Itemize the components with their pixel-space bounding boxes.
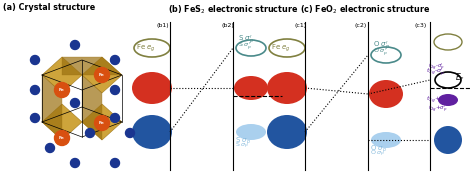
Circle shape — [46, 144, 55, 152]
Ellipse shape — [132, 72, 172, 104]
Text: Fe: Fe — [99, 121, 105, 125]
Polygon shape — [82, 104, 122, 140]
Circle shape — [110, 114, 119, 122]
Text: $t_{2g}$-$\sigma_p'$: $t_{2g}$-$\sigma_p'$ — [426, 66, 445, 78]
Text: Fe $e_g$: Fe $e_g$ — [136, 42, 156, 54]
Circle shape — [55, 131, 70, 145]
Text: (c3): (c3) — [415, 23, 427, 28]
Text: Fe: Fe — [59, 88, 65, 92]
Text: S $\sigma_p'$: S $\sigma_p'$ — [238, 33, 254, 47]
Polygon shape — [82, 57, 122, 93]
Text: O $2p$: O $2p$ — [275, 135, 293, 145]
Circle shape — [110, 159, 119, 167]
Text: S $\sigma_p$: S $\sigma_p$ — [235, 141, 249, 151]
Circle shape — [94, 116, 109, 131]
Text: (b1): (b1) — [157, 23, 170, 28]
Text: (c) FeO$_2$ electronic structure: (c) FeO$_2$ electronic structure — [300, 3, 430, 16]
Circle shape — [85, 128, 94, 138]
Ellipse shape — [434, 126, 462, 154]
Circle shape — [71, 40, 80, 50]
Polygon shape — [42, 57, 82, 93]
Circle shape — [94, 68, 109, 82]
Ellipse shape — [438, 94, 458, 106]
Polygon shape — [82, 75, 102, 140]
Circle shape — [110, 86, 119, 95]
Text: (c1): (c1) — [295, 23, 307, 28]
Circle shape — [110, 55, 119, 65]
Text: O $\sigma_p$: O $\sigma_p$ — [370, 149, 385, 159]
Text: O $\sigma_p$: O $\sigma_p$ — [370, 143, 387, 155]
Polygon shape — [42, 104, 82, 140]
Circle shape — [126, 128, 135, 138]
Ellipse shape — [371, 132, 401, 148]
Text: $t_{2g}$-$\sigma_p'$: $t_{2g}$-$\sigma_p'$ — [428, 61, 445, 72]
Ellipse shape — [369, 80, 403, 108]
Polygon shape — [62, 57, 122, 75]
Text: (c2): (c2) — [355, 23, 367, 28]
Text: Fe $t_{2g}$: Fe $t_{2g}$ — [136, 82, 159, 94]
Text: S $\sigma_p'$: S $\sigma_p'$ — [238, 40, 253, 52]
Text: S $\sigma_p$: S $\sigma_p$ — [235, 135, 251, 147]
Text: $E_F$: $E_F$ — [284, 82, 294, 94]
Circle shape — [55, 82, 70, 97]
Ellipse shape — [234, 76, 268, 100]
Ellipse shape — [267, 115, 307, 149]
Text: O $\sigma_p'$: O $\sigma_p'$ — [373, 46, 389, 58]
Text: $t_{2g}$+$\sigma_p'$: $t_{2g}$+$\sigma_p'$ — [428, 103, 447, 114]
Circle shape — [30, 86, 39, 95]
Text: Fe: Fe — [99, 73, 105, 77]
Text: (b) FeS$_2$ electronic structure: (b) FeS$_2$ electronic structure — [168, 3, 298, 16]
Circle shape — [71, 99, 80, 107]
Text: S $3p$: S $3p$ — [140, 135, 157, 145]
Text: $t_{2g}$+$\sigma_p'$: $t_{2g}$+$\sigma_p'$ — [426, 94, 448, 106]
Text: $E_F$: $E_F$ — [455, 72, 465, 84]
Ellipse shape — [132, 115, 172, 149]
Text: Fe $t_{2g}$: Fe $t_{2g}$ — [271, 82, 294, 94]
Circle shape — [30, 55, 39, 65]
Ellipse shape — [267, 72, 307, 104]
Text: Fe $e_g$: Fe $e_g$ — [271, 42, 291, 54]
Polygon shape — [42, 75, 62, 140]
Text: O $\sigma_p'$: O $\sigma_p'$ — [373, 39, 390, 53]
Circle shape — [30, 114, 39, 122]
Circle shape — [71, 159, 80, 167]
Ellipse shape — [236, 124, 266, 140]
Text: Fe: Fe — [59, 136, 65, 140]
Text: (a) Crystal structure: (a) Crystal structure — [3, 3, 95, 12]
Text: (b2): (b2) — [222, 23, 235, 28]
